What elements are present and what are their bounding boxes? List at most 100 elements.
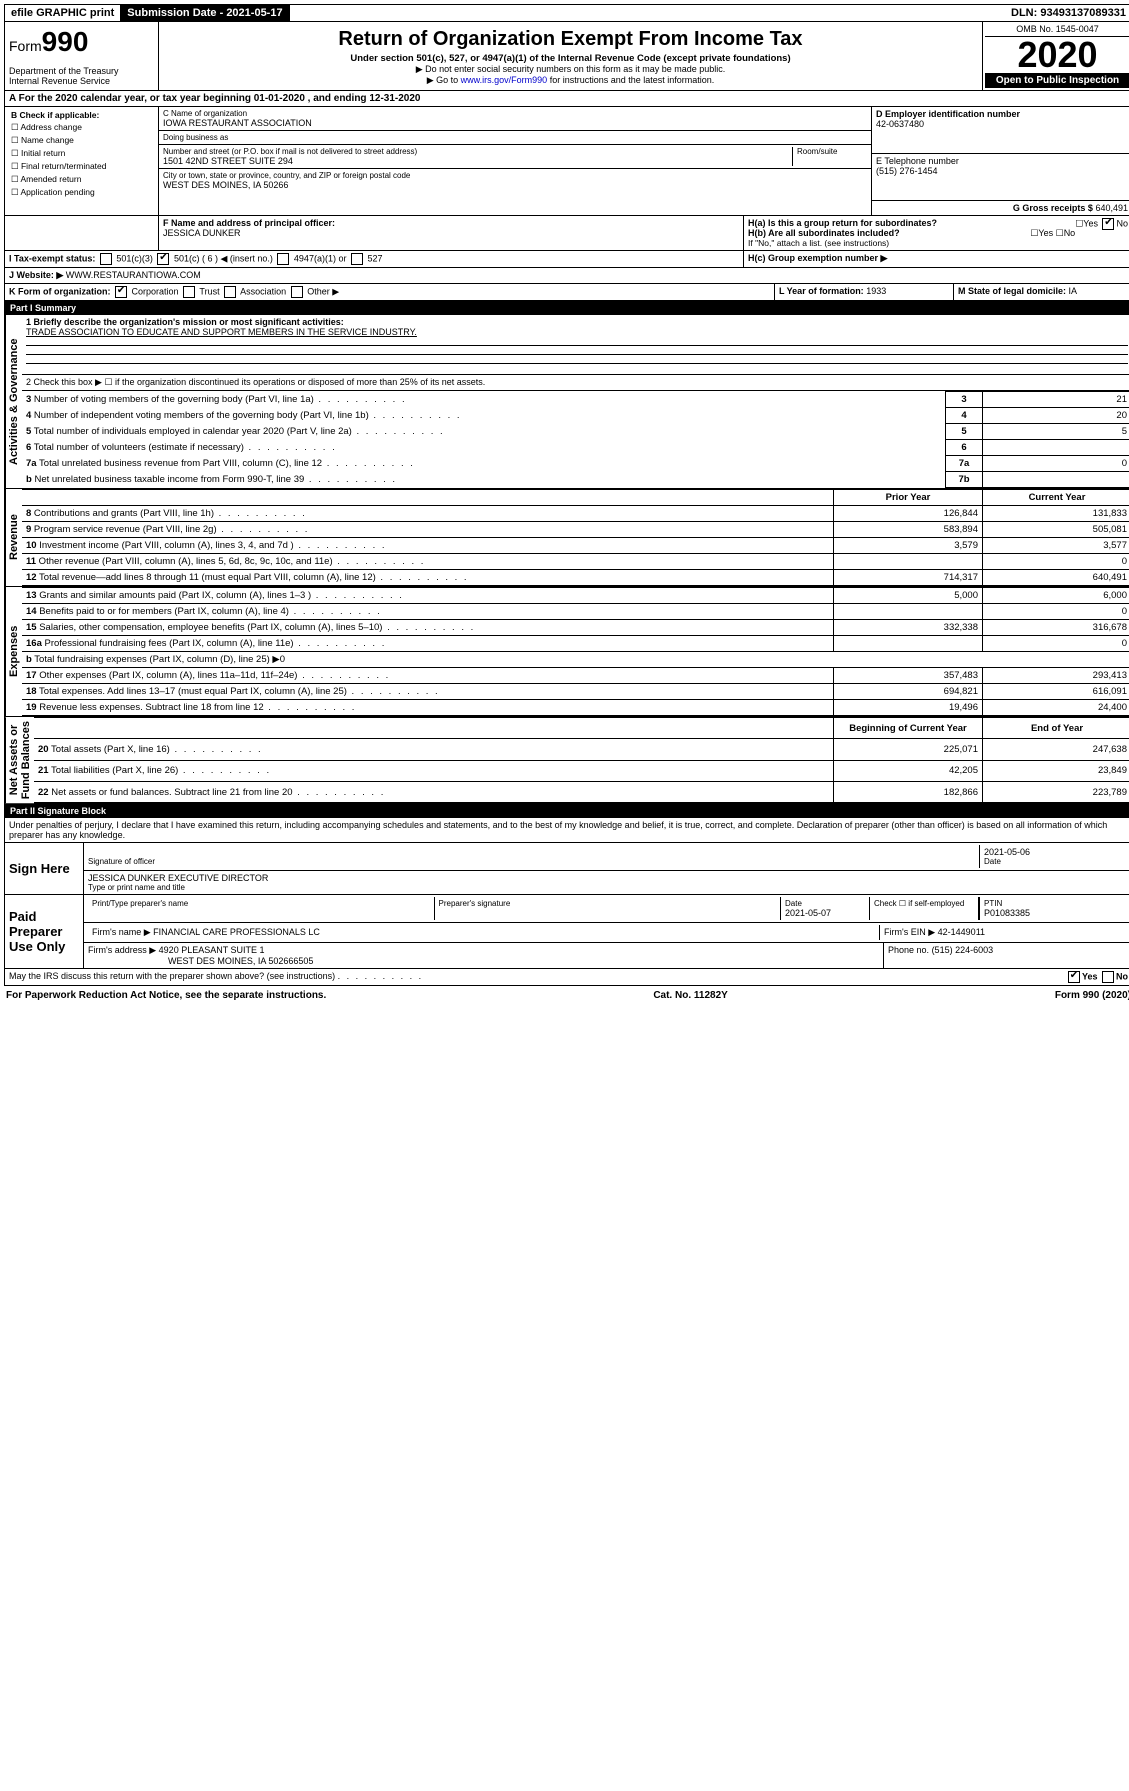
top-bar: efile GRAPHIC print Submission Date - 20… <box>4 4 1129 22</box>
name-title-label: Type or print name and title <box>88 883 1128 892</box>
check-final-return[interactable]: ☐ Final return/terminated <box>9 160 154 173</box>
check-527[interactable] <box>351 253 363 265</box>
section-b-label: B Check if applicable: <box>9 109 154 121</box>
phone-value: (515) 276-1454 <box>876 166 1128 176</box>
firm-ein-label: Firm's EIN ▶ <box>884 927 935 937</box>
firm-addr-value: 4920 PLEASANT SUITE 1 <box>159 945 265 955</box>
label-501c: 501(c) ( 6 ) ◀ (insert no.) <box>174 253 273 263</box>
form-prefix: Form <box>9 38 42 54</box>
label-501c3: 501(c)(3) <box>116 253 153 263</box>
subtitle-3: ▶ Go to www.irs.gov/Form990 for instruct… <box>163 75 978 86</box>
summary-row: b Net unrelated business taxable income … <box>22 472 1129 488</box>
form-of-org-label: K Form of organization: <box>9 286 111 296</box>
self-employed-check[interactable]: Check ☐ if self-employed <box>870 897 979 920</box>
expense-row: 18 Total expenses. Add lines 13–17 (must… <box>22 684 1129 700</box>
form990-link[interactable]: www.irs.gov/Form990 <box>461 75 548 85</box>
summary-expenses: Expenses 13 Grants and similar amounts p… <box>4 587 1129 717</box>
ptin-value: P01083385 <box>984 908 1124 918</box>
gross-receipts-value: 640,491 <box>1095 203 1128 213</box>
website-value: WWW.RESTAURANTIOWA.COM <box>66 270 201 280</box>
website-label: J Website: ▶ <box>9 270 63 280</box>
discuss-label: May the IRS discuss this return with the… <box>9 971 335 981</box>
footer-mid: Cat. No. 11282Y <box>653 990 727 1001</box>
firm-phone-label: Phone no. <box>888 945 929 955</box>
h-c-label: H(c) Group exemption number ▶ <box>748 253 887 263</box>
summary-row: 5 Total number of individuals employed i… <box>22 424 1129 440</box>
phone-label: E Telephone number <box>876 156 1128 166</box>
summary-net: Net Assets or Fund Balances Beginning of… <box>4 717 1129 804</box>
vlabel-governance: Activities & Governance <box>5 315 22 488</box>
tax-status-label: I Tax-exempt status: <box>9 253 95 263</box>
check-501c[interactable] <box>157 253 169 265</box>
klm-row: K Form of organization: Corporation Trus… <box>4 284 1129 301</box>
expense-row: 15 Salaries, other compensation, employe… <box>22 620 1129 636</box>
prep-name-label: Print/Type preparer's name <box>92 899 430 908</box>
part-1-header: Part I Summary <box>4 301 1129 315</box>
ein-label: D Employer identification number <box>876 109 1128 119</box>
summary-row: 3 Number of voting members of the govern… <box>22 392 1129 408</box>
revenue-row: 9 Program service revenue (Part VIII, li… <box>22 522 1129 538</box>
subtitle-1: Under section 501(c), 527, or 4947(a)(1)… <box>163 53 978 64</box>
vlabel-revenue: Revenue <box>5 489 22 586</box>
h-b: H(b) Are all subordinates included? ☐Yes… <box>748 228 1128 238</box>
org-name-label: C Name of organization <box>163 109 867 118</box>
opt-trust: Trust <box>199 286 219 296</box>
h-b-note: If "No," attach a list. (see instruction… <box>748 238 1128 248</box>
check-corporation[interactable] <box>115 286 127 298</box>
tax-status-block: I Tax-exempt status: 501(c)(3) 501(c) ( … <box>4 251 1129 268</box>
gross-receipts-label: G Gross receipts $ <box>1013 203 1093 213</box>
form-number: Form990 <box>9 26 154 58</box>
year-formation-label: L Year of formation: <box>779 286 864 296</box>
dba-label: Doing business as <box>163 133 867 142</box>
check-address-change[interactable]: ☐ Address change <box>9 121 154 134</box>
vlabel-net: Net Assets or Fund Balances <box>5 717 34 803</box>
org-name: IOWA RESTAURANT ASSOCIATION <box>163 118 867 128</box>
summary-row: 4 Number of independent voting members o… <box>22 408 1129 424</box>
summary-row: 6 Total number of volunteers (estimate i… <box>22 440 1129 456</box>
city-label: City or town, state or province, country… <box>163 171 867 180</box>
summary-governance: Activities & Governance 1 Briefly descri… <box>4 315 1129 489</box>
section-a-tax-year: A For the 2020 calendar year, or tax yea… <box>4 91 1129 107</box>
check-name-change[interactable]: ☐ Name change <box>9 134 154 147</box>
year-formation-value: 1933 <box>866 286 886 296</box>
revenue-row: 12 Total revenue—add lines 8 through 11 … <box>22 570 1129 586</box>
vlabel-expenses: Expenses <box>5 587 22 716</box>
sig-date-1: 2021-05-06 <box>984 847 1124 857</box>
footer-right: Form 990 (2020) <box>1055 990 1129 1001</box>
check-association[interactable] <box>224 286 236 298</box>
check-501c3[interactable] <box>100 253 112 265</box>
paid-preparer-label: Paid Preparer Use Only <box>5 895 84 968</box>
go-to-post: for instructions and the latest informat… <box>547 75 714 85</box>
check-application-pending[interactable]: ☐ Application pending <box>9 186 154 199</box>
h-a: H(a) Is this a group return for subordin… <box>748 218 1128 228</box>
footer-left: For Paperwork Reduction Act Notice, see … <box>6 990 326 1001</box>
line1-value: TRADE ASSOCIATION TO EDUCATE AND SUPPORT… <box>26 327 1128 337</box>
officer-label: F Name and address of principal officer: <box>163 218 739 228</box>
firm-phone-value: (515) 224-6003 <box>932 945 994 955</box>
officer-group-block: F Name and address of principal officer:… <box>4 216 1129 251</box>
firm-name-label: Firm's name ▶ <box>92 927 151 937</box>
firm-city-value: WEST DES MOINES, IA 502666505 <box>88 956 879 966</box>
line1-label: 1 Briefly describe the organization's mi… <box>26 317 1128 327</box>
dept-label: Department of the Treasury Internal Reve… <box>9 66 154 86</box>
check-4947[interactable] <box>277 253 289 265</box>
firm-name-value: FINANCIAL CARE PROFESSIONALS LC <box>153 927 320 937</box>
discuss-row: May the IRS discuss this return with the… <box>4 969 1129 986</box>
form-title: Return of Organization Exempt From Incom… <box>163 28 978 51</box>
discuss-yes[interactable] <box>1068 971 1080 983</box>
firm-addr-label: Firm's address ▶ <box>88 945 156 955</box>
check-other[interactable] <box>291 286 303 298</box>
officer-name: JESSICA DUNKER <box>163 228 739 238</box>
expense-row: b Total fundraising expenses (Part IX, c… <box>22 652 1129 668</box>
entity-block: B Check if applicable: ☐ Address change … <box>4 107 1129 216</box>
check-initial-return[interactable]: ☐ Initial return <box>9 147 154 160</box>
check-trust[interactable] <box>183 286 195 298</box>
opt-association: Association <box>240 286 286 296</box>
state-domicile-label: M State of legal domicile: <box>958 286 1066 296</box>
net-row: 21 Total liabilities (Part X, line 26)42… <box>34 760 1129 781</box>
discuss-no[interactable] <box>1102 971 1114 983</box>
check-amended-return[interactable]: ☐ Amended return <box>9 173 154 186</box>
opt-other: Other ▶ <box>307 286 339 296</box>
subtitle-2: ▶ Do not enter social security numbers o… <box>163 64 978 75</box>
summary-revenue: Revenue Prior YearCurrent Year8 Contribu… <box>4 489 1129 587</box>
